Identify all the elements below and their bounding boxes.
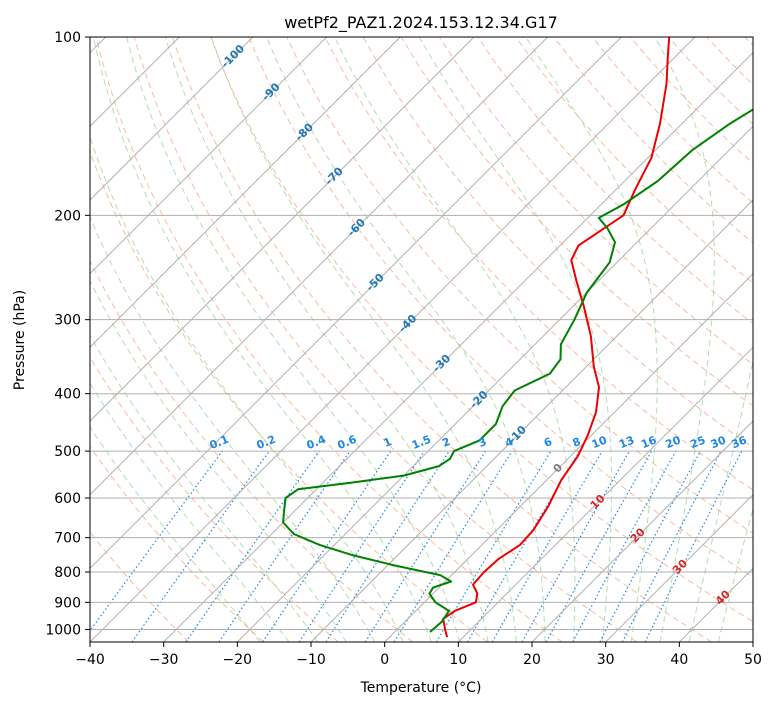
isotherm-line [310, 199, 753, 642]
x-tick-label: −10 [296, 652, 326, 668]
mixing-ratio-line [218, 450, 351, 642]
isotherm-line [90, 37, 401, 349]
mixing-ratio-line [572, 450, 677, 642]
x-tick-label: −40 [75, 652, 105, 668]
y-tick-label: 100 [54, 30, 81, 46]
skewed-isotherms [90, 37, 753, 642]
moist-adiabat [334, 37, 576, 642]
moist-adiabat [525, 37, 658, 642]
isotherm-line [384, 272, 753, 642]
mixing-ratio-line [545, 450, 653, 642]
mixing-ratio-label: 13 [617, 434, 636, 452]
dry-adiabat [90, 445, 264, 642]
x-tick-label: 10 [449, 652, 467, 668]
profile-series [282, 37, 753, 638]
x-axis-ticks: −40 −30 −20 −10 0 10 20 30 40 50 [75, 642, 762, 668]
moist-adiabat [266, 37, 546, 642]
x-tick-label: 40 [670, 652, 688, 668]
pressure-gridlines [90, 37, 753, 630]
moist-adiabats [90, 37, 753, 642]
isotherm-line [90, 37, 475, 422]
x-tick-label: 50 [744, 652, 762, 668]
mixing-ratio-label: 20 [664, 433, 683, 451]
y-tick-label: 800 [54, 565, 81, 581]
x-tick-label: 30 [597, 652, 615, 668]
mixing-ratio-line [393, 450, 513, 642]
mixing-ratio-label: 10 [590, 433, 609, 451]
mixing-ratio-line [90, 450, 223, 632]
isotherm-line [90, 37, 622, 570]
mixing-ratio-line [131, 450, 270, 642]
isotherm-line [531, 420, 753, 642]
dry-adiabat [90, 356, 339, 642]
mixing-ratio-line [262, 450, 392, 642]
mixing-ratio-label: 16 [639, 433, 658, 451]
moist-adiabat [90, 426, 261, 642]
moist-adiabat [688, 358, 753, 642]
mixing-ratio-line [298, 450, 425, 642]
mixing-ratio-label: 36 [730, 433, 749, 451]
plot-area: -100-90-80-70-60-50-40-30-20-10010203040… [90, 37, 753, 642]
dry-adiabat [171, 37, 712, 642]
mixing-ratio-label: 8 [571, 435, 583, 450]
chart-title: wetPf2_PAZ1.2024.153.12.34.G17 [284, 13, 558, 33]
plot-frame [89, 36, 754, 643]
moist-adiabat [210, 37, 517, 642]
moist-adiabat [654, 37, 715, 642]
y-tick-label: 900 [54, 595, 81, 611]
y-tick-label: 400 [54, 387, 81, 403]
x-tick-label: −30 [149, 652, 179, 668]
dewpoint-profile-line [282, 108, 753, 633]
x-tick-label: 0 [380, 652, 389, 668]
y-tick-label: 500 [54, 444, 81, 460]
x-axis-label: Temperature (°C) [360, 680, 482, 696]
y-tick-label: 200 [54, 208, 81, 224]
dry-adiabat [210, 37, 753, 623]
dry-adiabat [133, 37, 638, 642]
moist-adiabat [90, 215, 376, 642]
mixing-ratio-label: 1 [382, 435, 394, 450]
isotherm-line [457, 346, 753, 642]
y-tick-label: 1000 [45, 622, 81, 638]
mixing-ratio-label: 30 [709, 433, 728, 451]
y-axis-ticks: 100 200 300 400 500 600 700 800 900 1000 [45, 30, 90, 638]
y-tick-label: 700 [54, 531, 81, 547]
isotherm-line [163, 51, 753, 642]
isotherm-line [605, 493, 753, 642]
dry-adiabat [90, 259, 414, 642]
moist-adiabat [92, 37, 432, 642]
mixing-ratio-lines [90, 450, 743, 642]
x-tick-label: −20 [223, 652, 253, 668]
mixing-ratio-label: 25 [688, 434, 707, 452]
y-axis-label: Pressure (hPa) [12, 290, 28, 390]
mixing-ratio-label: 2 [440, 435, 452, 450]
moist-adiabat [418, 37, 613, 642]
dry-adiabat [248, 37, 753, 578]
mixing-ratio-line [644, 450, 743, 642]
isotherm-line [90, 37, 549, 496]
dry-adiabat [95, 37, 563, 642]
y-tick-label: 300 [54, 313, 81, 329]
dry-adiabats [90, 37, 753, 642]
moist-adiabat [717, 506, 753, 642]
dry-adiabat [515, 37, 753, 284]
y-tick-label: 600 [54, 491, 81, 507]
mixing-ratio-line [521, 450, 631, 642]
mixing-ratio-line [185, 450, 320, 642]
x-tick-label: 20 [523, 652, 541, 668]
isotherm-line [90, 37, 696, 642]
dry-adiabat [324, 37, 753, 491]
mixing-ratio-label: 3 [476, 435, 488, 450]
moist-adiabat [126, 37, 461, 642]
dry-adiabat [286, 37, 753, 534]
isotherm-line [90, 37, 254, 201]
temperature-profile-line [442, 37, 671, 638]
mixing-ratio-line [325, 450, 450, 642]
isotherm-line [236, 125, 753, 642]
isotherm-line [90, 37, 328, 275]
